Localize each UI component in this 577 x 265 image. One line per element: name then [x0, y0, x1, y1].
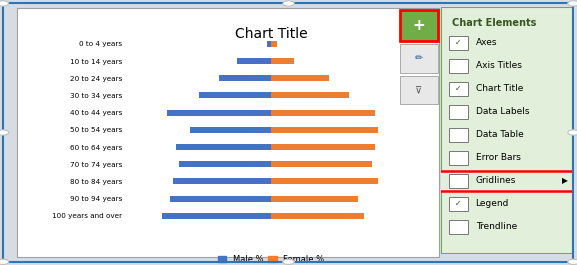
FancyBboxPatch shape — [441, 7, 573, 254]
FancyBboxPatch shape — [439, 171, 576, 191]
Bar — [167, 110, 271, 116]
Bar — [176, 144, 271, 150]
Bar — [267, 41, 271, 47]
FancyBboxPatch shape — [449, 174, 468, 188]
Text: Data Labels: Data Labels — [475, 107, 529, 116]
Bar — [271, 196, 358, 202]
Text: Gridlines: Gridlines — [475, 176, 516, 185]
FancyBboxPatch shape — [449, 82, 468, 96]
Bar — [162, 213, 271, 219]
Text: ▶: ▶ — [562, 176, 568, 185]
Bar — [271, 127, 378, 133]
Text: +: + — [413, 17, 425, 33]
FancyBboxPatch shape — [449, 105, 468, 119]
Bar — [179, 161, 271, 167]
FancyBboxPatch shape — [449, 220, 468, 234]
Bar — [271, 161, 372, 167]
Bar — [271, 75, 329, 81]
FancyBboxPatch shape — [449, 59, 468, 73]
Bar — [219, 75, 271, 81]
Text: Axes: Axes — [475, 38, 497, 47]
Bar — [271, 178, 378, 184]
FancyBboxPatch shape — [449, 151, 468, 165]
Bar — [271, 92, 349, 99]
Text: Chart Title: Chart Title — [235, 26, 308, 41]
FancyBboxPatch shape — [449, 36, 468, 50]
FancyBboxPatch shape — [449, 128, 468, 142]
Text: Axis Titles: Axis Titles — [475, 61, 522, 70]
Text: ✓: ✓ — [455, 84, 462, 93]
Bar — [199, 92, 271, 99]
Text: ✏: ✏ — [415, 54, 423, 63]
Text: Error Bars: Error Bars — [475, 153, 520, 162]
Text: Trendline: Trendline — [475, 222, 517, 231]
Bar — [271, 144, 375, 150]
Bar — [173, 178, 271, 184]
Text: Chart Elements: Chart Elements — [452, 18, 536, 28]
Bar — [190, 127, 271, 133]
Bar — [271, 41, 277, 47]
Bar — [271, 213, 364, 219]
FancyBboxPatch shape — [449, 197, 468, 211]
FancyBboxPatch shape — [400, 44, 437, 73]
Text: ⊽: ⊽ — [415, 85, 422, 95]
Text: Data Table: Data Table — [475, 130, 523, 139]
Bar — [271, 110, 375, 116]
Text: Chart Title: Chart Title — [475, 84, 523, 93]
FancyBboxPatch shape — [400, 76, 437, 104]
Bar — [237, 58, 271, 64]
Text: ✓: ✓ — [455, 38, 462, 47]
FancyBboxPatch shape — [400, 10, 437, 41]
Bar — [271, 58, 294, 64]
Text: ✓: ✓ — [455, 199, 462, 208]
Legend: Male %, Female %: Male %, Female % — [215, 251, 328, 265]
Text: Legend: Legend — [475, 199, 509, 208]
Bar — [170, 196, 271, 202]
